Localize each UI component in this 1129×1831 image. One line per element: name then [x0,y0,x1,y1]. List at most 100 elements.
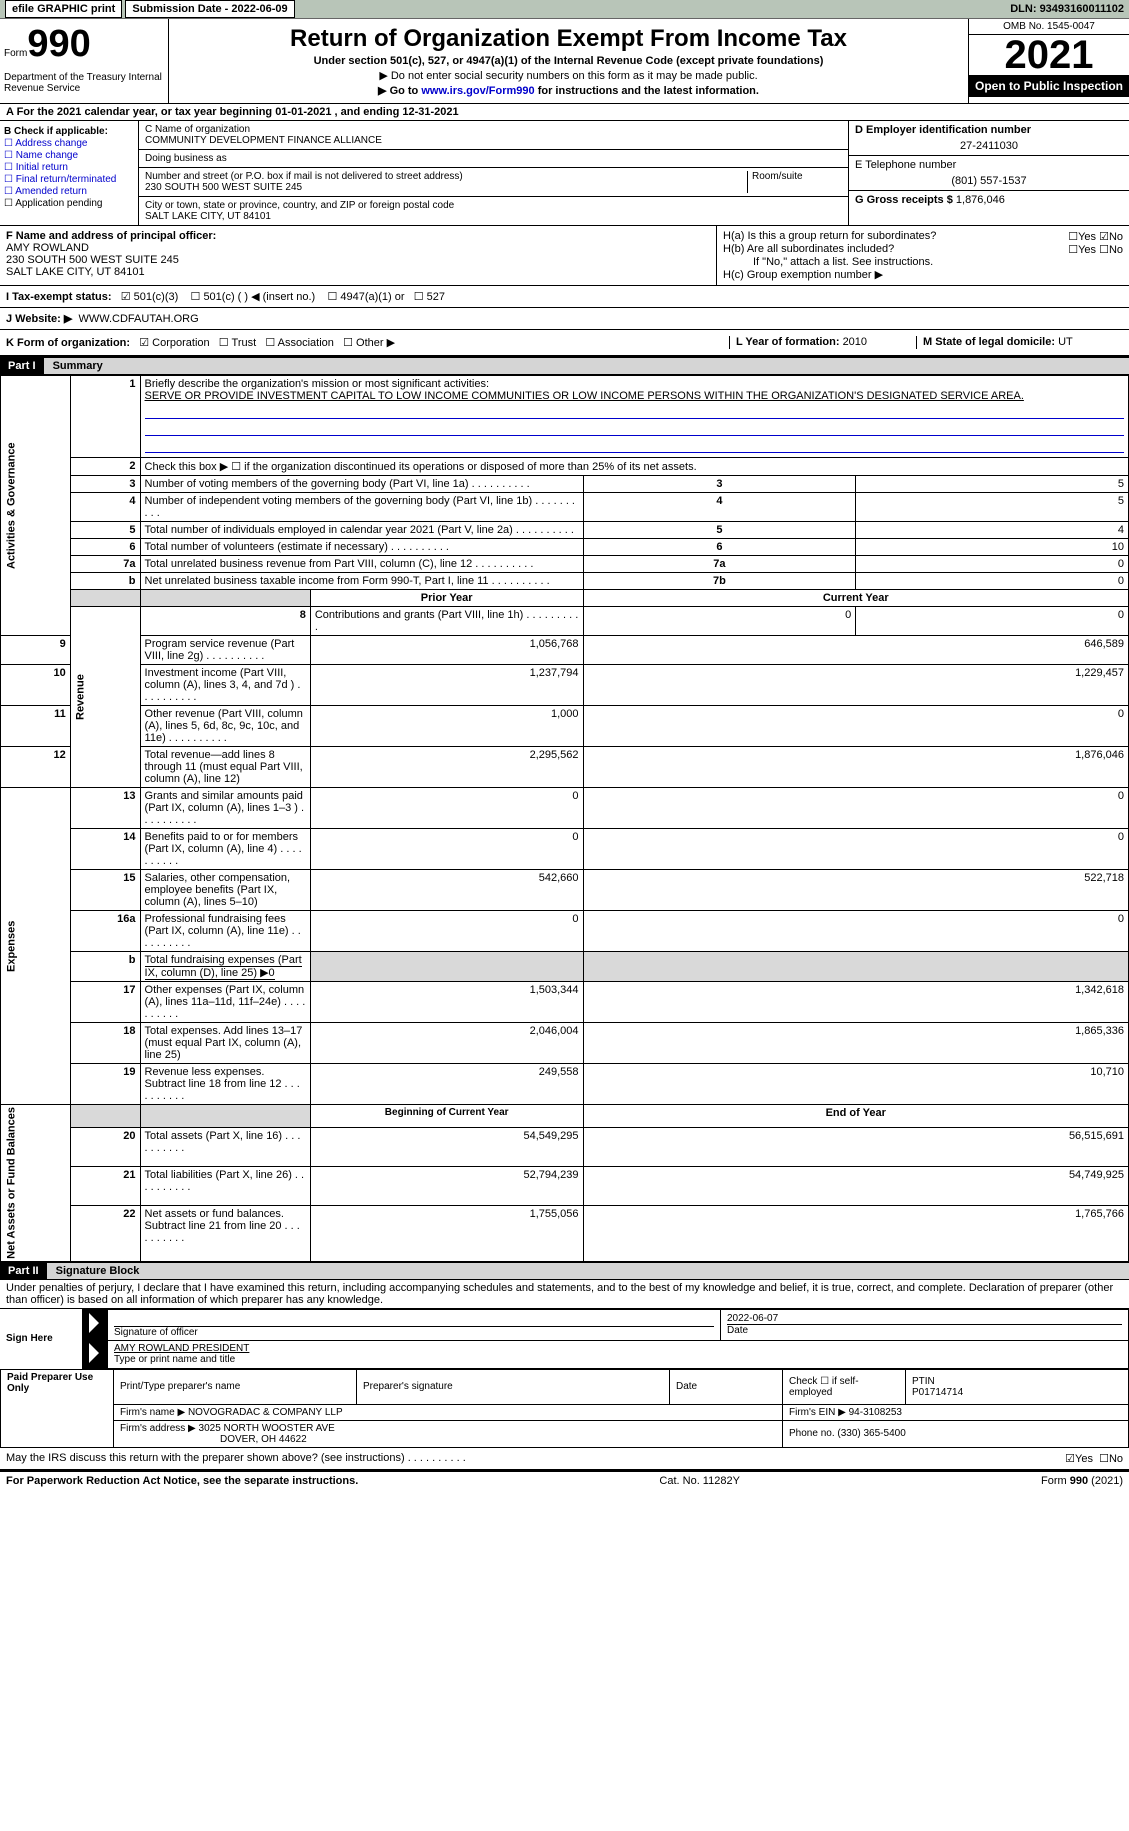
section-b: B Check if applicable: ☐ Address change … [0,121,139,225]
note-goto: ▶ Go to www.irs.gov/Form990 for instruct… [177,84,960,97]
l18-cy: 1,865,336 [583,1023,1128,1064]
l10-num: 10 [1,665,71,706]
dln: DLN: 93493160011102 [1010,3,1124,15]
l8-num: 8 [140,607,310,636]
l17-num: 17 [70,982,140,1023]
sig-officer-label: Signature of officer [114,1326,714,1338]
chk-501c[interactable]: ☐ 501(c) ( ) ◀ (insert no.) [191,291,316,303]
chk-application-pending[interactable]: ☐ Application pending [4,198,134,209]
chk-trust[interactable]: ☐ Trust [219,337,256,349]
l7b-val: 0 [856,573,1129,590]
l4-desc: Number of independent voting members of … [140,493,583,522]
part2-title: Signature Block [50,1263,146,1279]
l13-desc: Grants and similar amounts paid (Part IX… [140,788,310,829]
footer-mid: Cat. No. 11282Y [659,1475,740,1487]
preparer-date-label: Date [670,1369,783,1404]
l10-py: 1,237,794 [310,665,583,706]
footer: For Paperwork Reduction Act Notice, see … [0,1470,1129,1490]
line1-num: 1 [70,376,140,458]
l8-desc: Contributions and grants (Part VIII, lin… [310,607,583,636]
submission-date: Submission Date - 2022-06-09 [125,0,294,18]
firm-ein-label: Firm's EIN ▶ [789,1407,849,1418]
irs-link[interactable]: www.irs.gov/Form990 [421,85,534,97]
sign-date-value: 2022-06-07 [727,1313,1122,1324]
l7a-desc: Total unrelated business revenue from Pa… [140,556,583,573]
l21-num: 21 [70,1167,140,1206]
c-name: C Name of organization COMMUNITY DEVELOP… [139,121,848,150]
form-title: Return of Organization Exempt From Incom… [177,25,960,53]
chk-initial-return[interactable]: ☐ Initial return [4,162,134,173]
side-net: Net Assets or Fund Balances [1,1105,71,1262]
l18-py: 2,046,004 [310,1023,583,1064]
l16b-desc: Total fundraising expenses (Part IX, col… [140,952,310,982]
k-label: K Form of organization: [6,337,130,349]
l19-desc: Revenue less expenses. Subtract line 18 … [140,1064,310,1105]
chk-final-return[interactable]: ☐ Final return/terminated [4,174,134,185]
l15-cy: 522,718 [583,870,1128,911]
header-left: Form990 Department of the Treasury Inter… [0,19,169,103]
chk-name-change[interactable]: ☐ Name change [4,150,134,161]
hb-label: H(b) Are all subordinates included? [723,243,894,256]
l19-cy: 10,710 [583,1064,1128,1105]
section-c: C Name of organization COMMUNITY DEVELOP… [139,121,848,225]
section-g: G Gross receipts $ 1,876,046 [849,191,1129,209]
l7b-desc: Net unrelated business taxable income fr… [140,573,583,590]
sign-here-label: Sign Here [0,1309,83,1368]
chk-4947[interactable]: ☐ 4947(a)(1) or [327,291,404,303]
l20-num: 20 [70,1127,140,1166]
chk-amended-return[interactable]: ☐ Amended return [4,186,134,197]
hb-yesno[interactable]: ☐Yes ☐No [1068,243,1123,256]
type-print-label: Type or print name and title [114,1354,1122,1365]
section-e: E Telephone number (801) 557-1537 [849,156,1129,191]
l22-desc: Net assets or fund balances. Subtract li… [140,1206,310,1261]
l6-desc: Total number of volunteers (estimate if … [140,539,583,556]
l19-num: 19 [70,1064,140,1105]
chk-501c3[interactable]: ☑ 501(c)(3) [121,291,179,303]
l18-num: 18 [70,1023,140,1064]
l3-desc: Number of voting members of the governin… [140,476,583,493]
firm-ein-value: 94-3108253 [849,1407,902,1418]
l19-py: 249,558 [310,1064,583,1105]
l22-cy: 1,765,766 [583,1206,1128,1261]
l7b-num: b [70,573,140,590]
l21-cy: 54,749,925 [583,1167,1128,1206]
chk-527[interactable]: ☐ 527 [414,291,445,303]
j-label: J Website: ▶ [6,313,72,325]
c-dba: Doing business as [139,150,848,168]
l11-desc: Other revenue (Part VIII, column (A), li… [140,706,310,747]
l7a-box: 7a [583,556,856,573]
l12-num: 12 [1,747,71,788]
ha-yesno[interactable]: ☐Yes ☑No [1068,230,1123,243]
blank-desc [140,590,310,607]
self-employed-check[interactable]: Check ☐ if self-employed [783,1369,906,1404]
f-addr1: 230 SOUTH 500 WEST SUITE 245 [6,254,710,266]
hb-note: If "No," attach a list. See instructions… [723,256,1123,268]
efile-print-button[interactable]: efile GRAPHIC print [5,0,122,18]
officer-name-title: AMY ROWLAND PRESIDENT [114,1343,1122,1354]
py-header: Prior Year [310,590,583,607]
mission-line4 [145,438,1124,453]
chk-assoc[interactable]: ☐ Association [265,337,334,349]
c-city-value: SALT LAKE CITY, UT 84101 [145,211,842,222]
l20-cy: 56,515,691 [583,1127,1128,1166]
l13-cy: 0 [583,788,1128,829]
l4-box: 4 [583,493,856,522]
l12-py: 2,295,562 [310,747,583,788]
blank-num [70,590,140,607]
c-street-value: 230 SOUTH 500 WEST SUITE 245 [145,182,747,193]
chk-address-change[interactable]: ☐ Address change [4,138,134,149]
l7a-num: 7a [70,556,140,573]
section-k: K Form of organization: ☑ Corporation ☐ … [6,336,729,349]
chk-corp[interactable]: ☑ Corporation [139,337,209,349]
chk-other[interactable]: ☐ Other ▶ [343,337,395,349]
l5-num: 5 [70,522,140,539]
mission-text: SERVE OR PROVIDE INVESTMENT CAPITAL TO L… [145,390,1024,402]
l20-desc: Total assets (Part X, line 16) [140,1127,310,1166]
discuss-yesno[interactable]: ☑Yes ☐No [1065,1452,1123,1465]
declaration-text: Under penalties of perjury, I declare th… [0,1280,1129,1309]
c-city-label: City or town, state or province, country… [145,200,842,211]
id-block: B Check if applicable: ☐ Address change … [0,121,1129,226]
c-name-value: COMMUNITY DEVELOPMENT FINANCE ALLIANCE [145,135,842,146]
ptin-label: PTIN [912,1376,1122,1387]
print-name-label: Print/Type preparer's name [114,1369,357,1404]
